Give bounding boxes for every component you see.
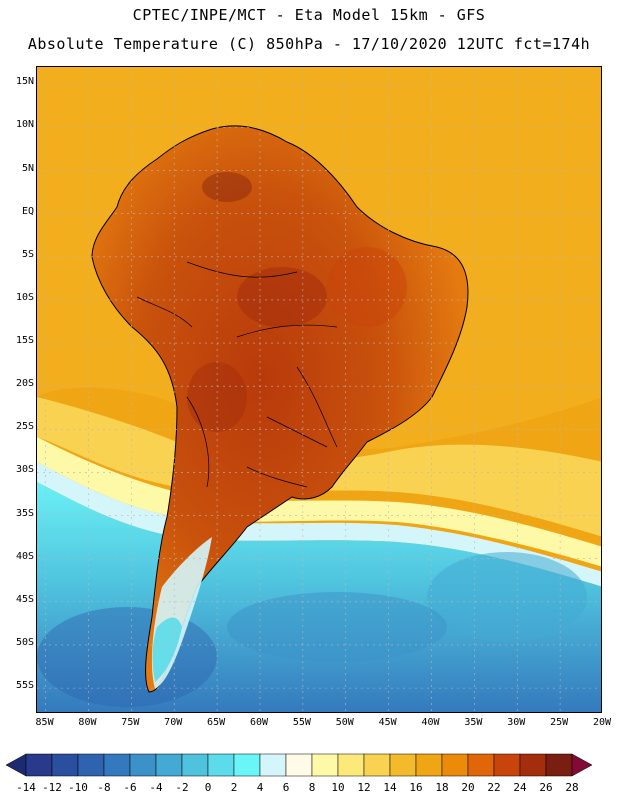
hot-spot [237,267,327,327]
colorbar-tick-label: 0 [204,781,212,794]
colorbar-tick-label: 8 [308,781,316,794]
colorbar-tick-label: 26 [539,781,553,794]
colorbar-tick-label: -14 [16,781,36,794]
country-borders [136,261,338,488]
colorbar-segment [51,753,79,777]
colorbar-segment [155,753,183,777]
lat-lon-grid [37,67,601,712]
colorbar-tick-label: 24 [513,781,527,794]
colorbar-tick-label: -10 [68,781,88,794]
latitude-tick-label: 45S [15,593,34,605]
colorbar-tick-label: 4 [256,781,264,794]
colorbar-tick-label: 2 [230,781,238,794]
temperature-map [36,66,602,713]
colorbar-segment [129,753,157,777]
chart-title: CPTEC/INPE/MCT - Eta Model 15km - GFS [132,6,486,24]
colorbar-segment [467,753,495,777]
colorbar-segment [363,753,391,777]
temp-band-8 [37,437,601,567]
cold-anomaly [427,552,587,642]
latitude-tick-label: 30S [15,464,34,476]
colorbar-segment [337,753,365,777]
colorbar-segment [493,753,521,777]
colorbar-segment [259,753,287,777]
longitude-tick-label: 65W [207,717,226,728]
colorbar-tick-label: 14 [383,781,397,794]
colorbar-under-arrow [6,753,27,777]
longitude-tick-label: 75W [121,717,140,728]
colorbar-tick-label: 10 [331,781,345,794]
latitude-tick-label: 40S [15,550,34,562]
colorbar-segment [441,753,469,777]
temp-band-6 [37,462,601,587]
colorbar-segment [77,753,105,777]
cold-anomaly [227,592,447,662]
latitude-tick-label: 55S [15,680,34,692]
colorbar-segment [311,753,339,777]
latitude-tick-label: 5S [21,248,34,260]
colorbar-segment [545,753,573,777]
colorbar-tick-label: -4 [149,781,163,794]
colorbar-segment [389,753,417,777]
colorbar-tick-label: -8 [97,781,111,794]
colorbar-tick-label: 6 [282,781,290,794]
latitude-tick-label: 10N [15,119,34,131]
longitude-tick-label: 85W [35,717,54,728]
chart-subtitle: Absolute Temperature (C) 850hPa - 17/10/… [27,35,591,53]
latitude-tick-label: 15S [15,335,34,347]
colorbar-segment [233,753,261,777]
patagonia-cool [152,617,182,682]
hot-spot [202,172,252,202]
longitude-tick-label: 70W [164,717,183,728]
longitude-tick-label: 40W [421,717,440,728]
longitude-tick-label: 25W [550,717,569,728]
latitude-tick-label: 35S [15,507,34,519]
colorbar-tick-label: 18 [435,781,449,794]
colorbar-tick-label: 16 [409,781,423,794]
colorbar-segment [103,753,131,777]
colorbar-segment [415,753,443,777]
colorbar-tick-label: -12 [42,781,62,794]
latitude-tick-label: 50S [15,636,34,648]
hot-spot [327,247,407,327]
longitude-tick-label: 45W [378,717,397,728]
colorbar-tick-label: 22 [487,781,501,794]
colorbar-segment [519,753,547,777]
longitude-tick-label: 20W [592,717,612,728]
longitude-tick-label: 80W [78,717,97,728]
latitude-tick-label: 25S [15,421,34,433]
longitude-tick-label: 50W [335,717,354,728]
colorbar-segment [181,753,209,777]
colorbar-tick-label: 28 [565,781,579,794]
cold-anomaly [37,607,217,707]
colorbar-tick-label: -2 [175,781,189,794]
longitude-tick-label: 60W [249,717,268,728]
colorbar-segment [207,753,235,777]
latitude-tick-label: 20S [15,378,34,390]
latitude-tick-label: 5N [21,162,34,174]
longitude-tick-label: 30W [507,717,526,728]
latitude-tick-label: 15N [15,76,34,88]
colorbar-segment [285,753,313,777]
latitude-tick-label: 10S [15,291,34,303]
longitude-tick-label: 55W [292,717,311,728]
colorbar-segment [25,753,53,777]
colorbar-over-arrow [571,753,593,777]
latitude-tick-label: EQ [21,205,34,217]
colorbar [6,753,593,777]
colorbar-tick-label: -6 [123,781,137,794]
longitude-tick-label: 35W [464,717,483,728]
colorbar-tick-label: 20 [461,781,475,794]
colorbar-tick-label: 12 [357,781,371,794]
